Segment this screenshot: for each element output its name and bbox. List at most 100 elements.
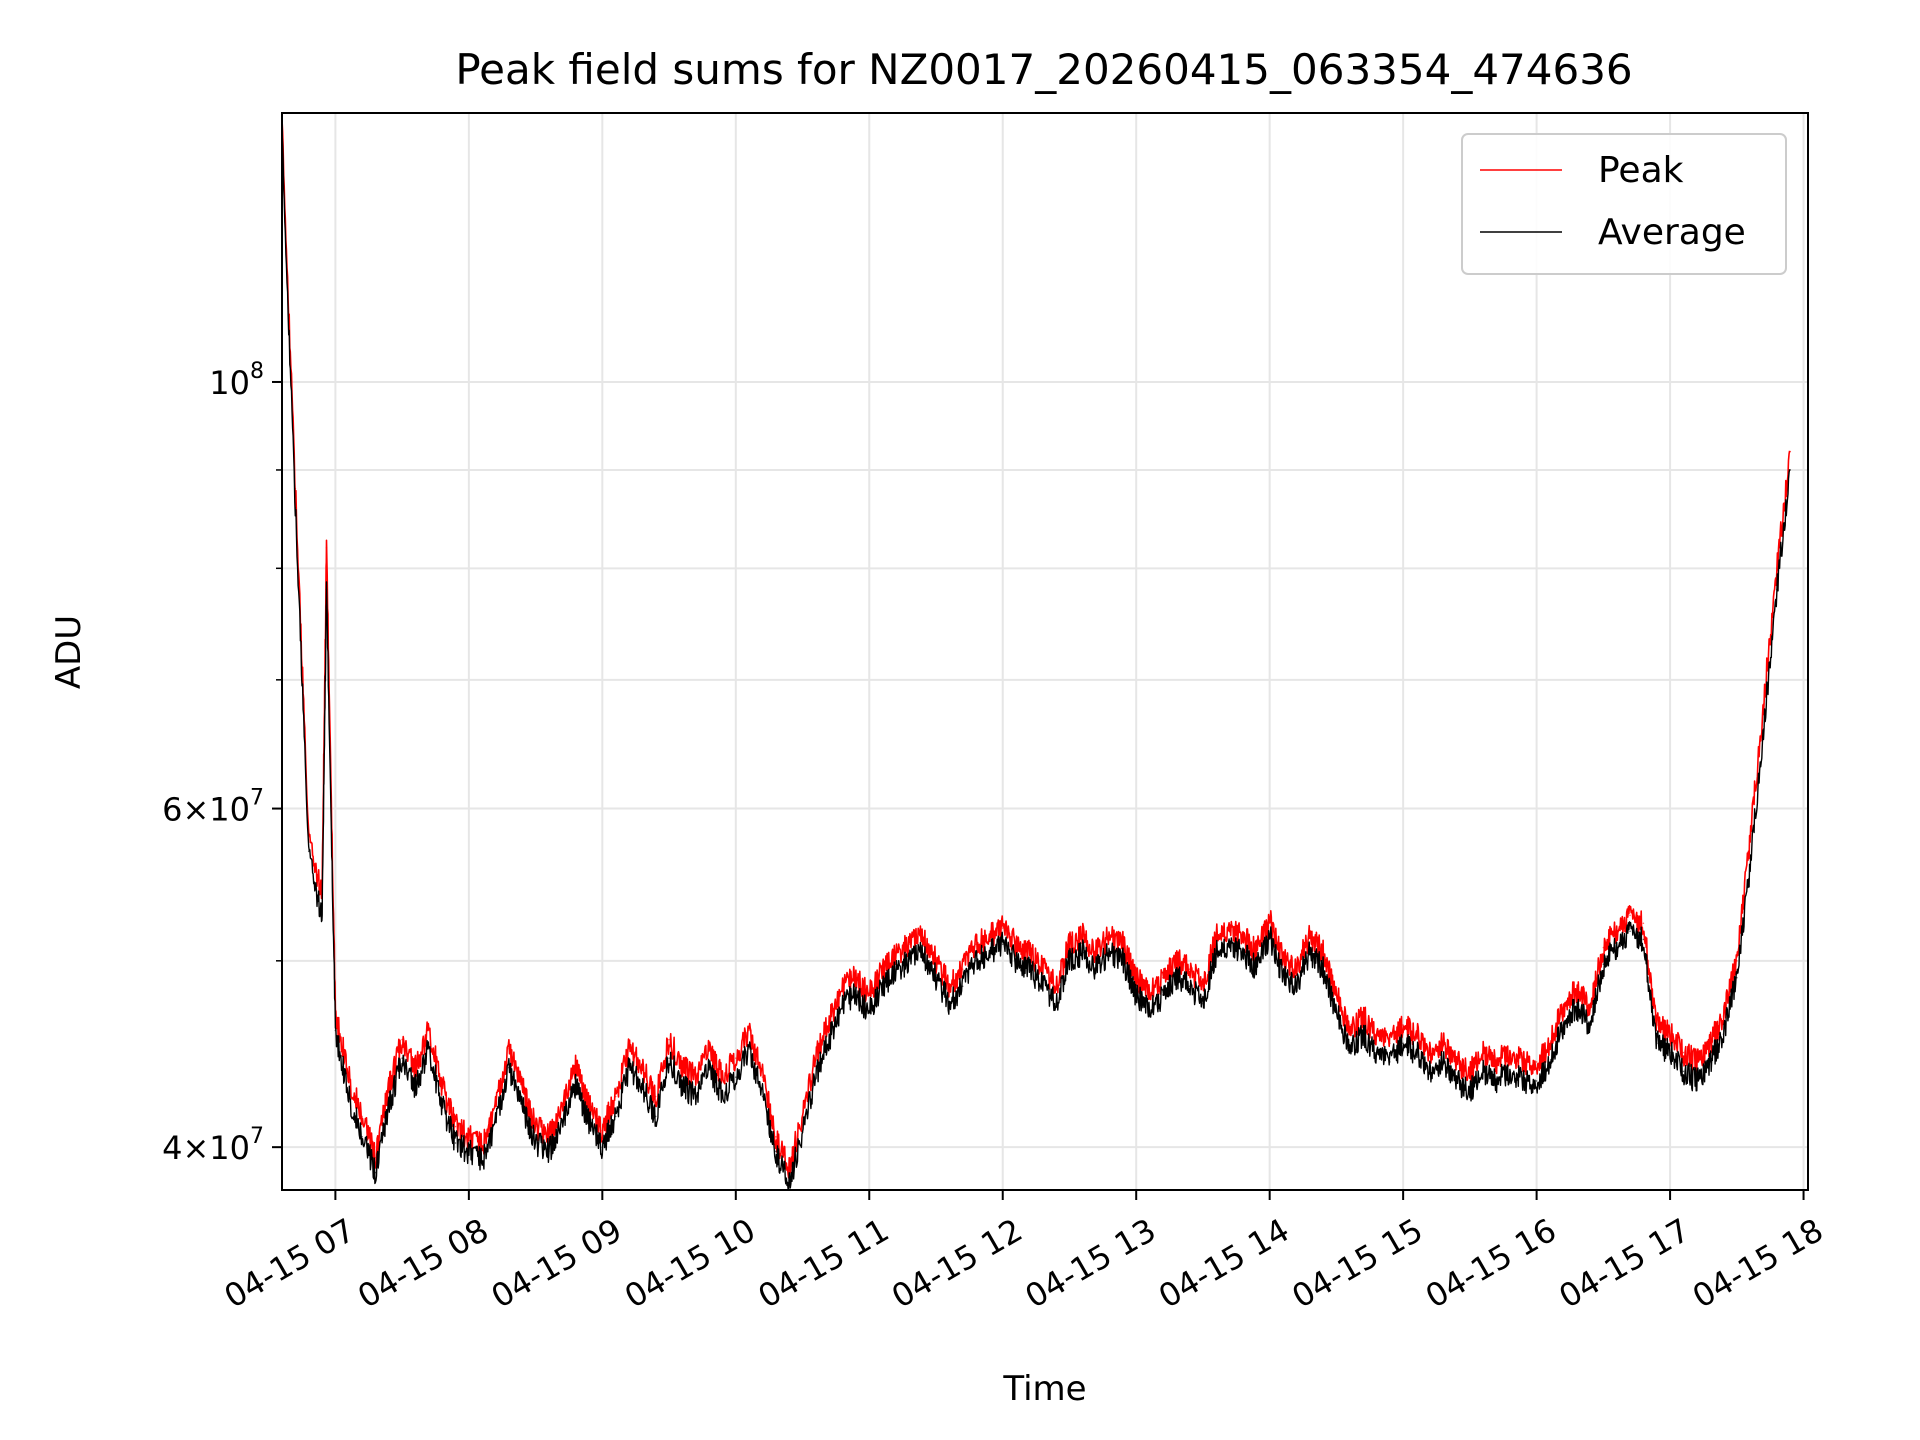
data-point-peak: [681, 1066, 684, 1069]
data-point-average: [561, 1121, 564, 1124]
data-point-average: [1776, 588, 1778, 591]
data-point-average: [548, 1150, 550, 1153]
data-point-average: [521, 1105, 524, 1108]
data-point-peak: [641, 1066, 644, 1069]
data-point-peak: [1749, 836, 1751, 838]
data-point-peak: [734, 1057, 737, 1059]
data-point-peak: [1695, 1061, 1698, 1063]
data-point-peak: [708, 1048, 710, 1050]
data-point-peak: [721, 1076, 724, 1078]
data-point-peak: [1295, 968, 1298, 971]
data-point-peak: [961, 968, 964, 971]
data-point-peak: [1362, 1015, 1364, 1017]
data-point-peak: [1442, 1042, 1444, 1045]
data-point-peak: [1228, 927, 1231, 929]
data-point-average: [534, 1142, 537, 1144]
data-point-peak: [508, 1048, 510, 1050]
data-point-peak: [1562, 1006, 1565, 1008]
data-point-average: [374, 1171, 377, 1174]
data-point-peak: [881, 968, 884, 971]
data-point-average: [454, 1142, 457, 1144]
data-point-average: [347, 1095, 350, 1098]
data-point-average: [1549, 1061, 1551, 1063]
data-point-average: [1388, 1061, 1391, 1063]
y-axis-label: ADU: [49, 615, 89, 689]
grid: [282, 113, 1808, 1190]
data-point-average: [1482, 1070, 1485, 1073]
data-point-average: [1188, 985, 1191, 988]
data-point-average: [748, 1048, 750, 1050]
data-point-average: [1522, 1080, 1525, 1082]
data-point-peak: [1495, 1061, 1498, 1063]
plot-area: [282, 119, 1792, 1190]
legend-box: [1461, 133, 1787, 275]
data-point-peak: [1655, 1024, 1658, 1026]
data-point-average: [588, 1121, 590, 1124]
data-point-average: [921, 951, 924, 954]
data-point-peak: [588, 1105, 590, 1108]
data-point-average: [1255, 968, 1258, 971]
data-point-peak: [1776, 567, 1778, 570]
series-line-average: [282, 131, 1791, 1190]
data-point-average: [761, 1095, 764, 1098]
data-point-average: [1001, 943, 1004, 946]
data-point-average: [1242, 951, 1244, 954]
data-point-average: [1122, 960, 1124, 962]
data-point-average: [1215, 951, 1218, 954]
data-point-peak: [601, 1129, 604, 1132]
data-point-peak: [1549, 1042, 1551, 1045]
data-point-peak: [1108, 935, 1111, 937]
data-point-average: [1442, 1061, 1444, 1063]
data-point-average: [775, 1150, 777, 1153]
data-point-peak: [988, 935, 991, 937]
data-point-peak: [414, 1066, 417, 1069]
data-point-average: [895, 968, 897, 971]
data-point-average: [361, 1135, 363, 1138]
data-point-average: [321, 919, 323, 921]
data-point-peak: [1615, 930, 1618, 933]
data-point-peak: [1175, 960, 1178, 962]
data-point-peak: [574, 1066, 577, 1069]
data-point-peak: [828, 1020, 831, 1023]
data-point-peak: [1415, 1033, 1418, 1035]
data-point-average: [1562, 1024, 1565, 1026]
data-point-peak: [1028, 951, 1031, 954]
chart-title: Peak field sums for NZ0017_20260415_0633…: [455, 45, 1632, 94]
data-point-average: [1402, 1042, 1404, 1045]
data-point-average: [908, 960, 911, 962]
data-point-average: [828, 1038, 831, 1041]
y-tick-exponent: 7: [250, 786, 264, 811]
data-point-average: [1749, 865, 1751, 867]
data-point-average: [1509, 1070, 1511, 1073]
data-point-peak: [921, 935, 924, 937]
data-point-average: [307, 850, 310, 853]
data-point-peak: [1015, 943, 1017, 946]
data-point-average: [428, 1048, 430, 1050]
data-point-average: [508, 1066, 510, 1069]
data-point-average: [708, 1066, 710, 1069]
data-point-peak: [1669, 1033, 1671, 1035]
y-tick-label: 6×107: [162, 786, 264, 829]
data-point-peak: [1162, 976, 1164, 979]
data-point-average: [494, 1121, 497, 1124]
data-point-average: [334, 1029, 337, 1032]
data-point-average: [1615, 946, 1618, 949]
data-point-peak: [1282, 960, 1284, 962]
data-point-peak: [1188, 968, 1191, 971]
data-point-average: [1589, 1024, 1591, 1026]
data-point-peak: [788, 1167, 790, 1170]
data-point-peak: [975, 943, 977, 946]
data-point-peak: [1055, 985, 1057, 988]
data-point-peak: [775, 1135, 777, 1138]
data-point-peak: [361, 1115, 363, 1118]
data-point-peak: [1589, 1006, 1591, 1008]
data-point-average: [1282, 976, 1284, 979]
data-point-peak: [1215, 935, 1218, 937]
data-point-peak: [1402, 1024, 1404, 1026]
data-point-peak: [1095, 951, 1097, 954]
data-point-peak: [895, 951, 897, 954]
data-point-peak: [1348, 1029, 1351, 1032]
data-point-peak: [387, 1085, 390, 1088]
data-point-average: [841, 1002, 844, 1005]
legend-average-label: Average: [1598, 212, 1746, 253]
